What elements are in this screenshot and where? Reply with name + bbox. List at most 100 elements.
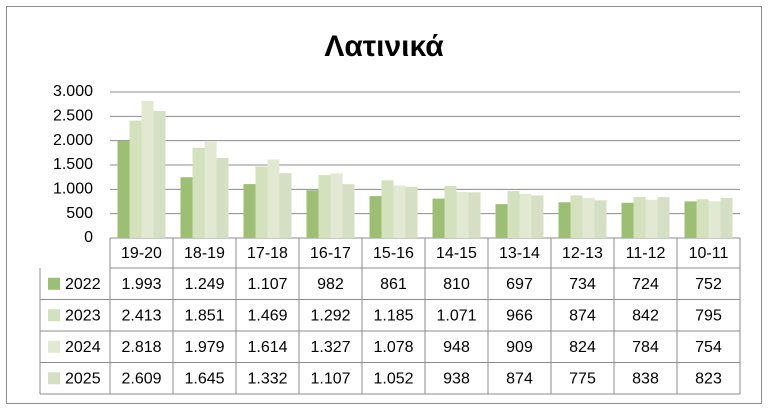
table-value: 842 — [632, 307, 659, 324]
bar — [645, 199, 658, 238]
table-value: 1.851 — [184, 307, 224, 324]
legend-key — [48, 340, 60, 353]
table-value: 1.979 — [184, 339, 224, 356]
table-value: 1.071 — [436, 307, 476, 324]
bar — [117, 141, 130, 238]
bar — [267, 159, 280, 238]
bar — [507, 190, 520, 238]
bar — [594, 200, 607, 238]
bar — [519, 193, 532, 238]
table-value: 966 — [506, 307, 533, 324]
table-value: 982 — [317, 276, 344, 293]
bar — [393, 185, 406, 238]
bar — [696, 199, 709, 238]
legend-key — [48, 309, 60, 322]
table-value: 1.469 — [247, 307, 287, 324]
table-value: 795 — [695, 307, 722, 324]
x-tick-label: 11-12 — [626, 245, 666, 262]
bar — [570, 195, 583, 238]
bar — [243, 184, 256, 238]
x-tick-label: 13-14 — [499, 245, 540, 262]
bar — [531, 195, 544, 238]
table-value: 784 — [632, 339, 659, 356]
bar — [456, 191, 469, 238]
bar — [432, 198, 445, 238]
bar — [405, 186, 418, 238]
legend-label: 2024 — [65, 339, 101, 356]
x-tick-label: 17-18 — [247, 245, 288, 262]
table-value: 938 — [443, 370, 470, 387]
table-value: 1.332 — [247, 370, 287, 387]
bar — [495, 204, 508, 238]
bar — [216, 157, 229, 238]
legend-label: 2025 — [65, 370, 101, 387]
table-value: 909 — [506, 339, 533, 356]
table-value: 1.185 — [373, 307, 413, 324]
y-tick-label: 500 — [66, 205, 93, 222]
table-value: 1.249 — [184, 276, 224, 293]
bar — [621, 202, 634, 238]
bar — [468, 192, 481, 238]
bar — [306, 190, 319, 238]
bar — [684, 201, 697, 238]
table-value: 861 — [380, 276, 407, 293]
bar — [342, 184, 355, 238]
table-value: 1.614 — [247, 339, 287, 356]
y-tick-label: 2.000 — [53, 132, 93, 149]
table-value: 823 — [695, 370, 722, 387]
table-value: 1.107 — [310, 370, 350, 387]
chart-title: Λατινικά — [324, 30, 444, 63]
table-value: 838 — [632, 370, 659, 387]
y-tick-label: 2.500 — [53, 108, 93, 125]
table-value: 810 — [443, 276, 470, 293]
x-tick-label: 10-11 — [689, 245, 729, 262]
x-tick-label: 18-19 — [184, 245, 225, 262]
x-tick-label: 19-20 — [121, 245, 162, 262]
table-value: 1.078 — [373, 339, 413, 356]
table-value: 2.609 — [121, 370, 161, 387]
table-value: 1.327 — [310, 339, 350, 356]
table-value: 754 — [695, 339, 722, 356]
bar — [279, 173, 292, 238]
bar — [582, 197, 595, 238]
bar — [129, 120, 142, 238]
table-value: 1.052 — [373, 370, 413, 387]
table-value: 1.292 — [310, 307, 350, 324]
legend-key — [48, 372, 60, 385]
bar — [720, 197, 733, 238]
table-value: 734 — [569, 276, 596, 293]
legend-key — [48, 277, 60, 290]
bar — [330, 173, 343, 238]
bar — [657, 197, 670, 238]
x-tick-label: 12-13 — [562, 245, 603, 262]
bar — [381, 180, 394, 238]
table-value: 874 — [569, 307, 596, 324]
bar — [633, 197, 646, 238]
bar — [192, 147, 205, 238]
table-value: 1.993 — [121, 276, 161, 293]
bar — [318, 175, 331, 238]
x-tick-label: 15-16 — [373, 245, 414, 262]
y-tick-label: 3.000 — [53, 83, 93, 100]
table-value: 2.818 — [121, 339, 161, 356]
y-tick-label: 1.000 — [53, 181, 93, 198]
table-value: 1.107 — [247, 276, 287, 293]
x-tick-label: 16-17 — [310, 245, 351, 262]
y-tick-label: 1.500 — [53, 156, 93, 173]
table-value: 724 — [632, 276, 659, 293]
table-value: 824 — [569, 339, 596, 356]
legend-label: 2023 — [65, 307, 101, 324]
table-value: 752 — [695, 276, 722, 293]
table-value: 697 — [506, 276, 533, 293]
bar — [153, 111, 166, 238]
x-tick-label: 14-15 — [436, 245, 477, 262]
table-value: 1.645 — [184, 370, 224, 387]
bar — [558, 202, 571, 238]
table-value: 2.413 — [121, 307, 161, 324]
table-value: 775 — [569, 370, 596, 387]
bar — [204, 141, 217, 238]
legend-label: 2022 — [65, 276, 101, 293]
bar — [141, 100, 154, 238]
